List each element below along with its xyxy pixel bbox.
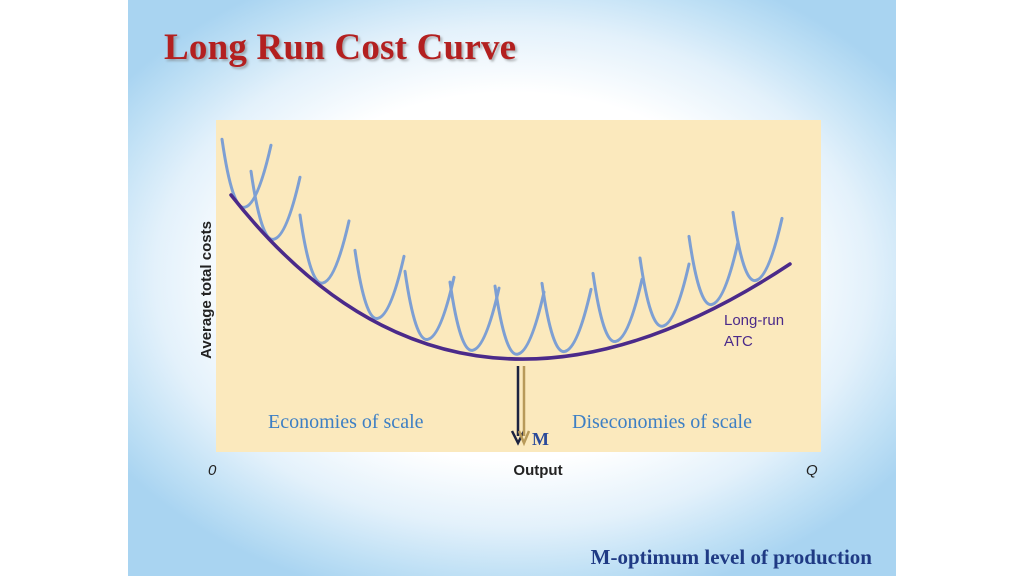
short-run-atc-curve	[731, 210, 784, 282]
long-run-atc-curve	[229, 193, 792, 361]
short-run-atc-curve	[249, 169, 302, 241]
optimum-arrowhead-light	[517, 430, 531, 447]
short-run-atc-curve	[298, 213, 351, 285]
economies-of-scale-label: Economies of scale	[268, 411, 424, 433]
optimum-marker-label: M	[532, 429, 549, 449]
short-run-atc-curve	[403, 269, 456, 341]
slide-caption: M-optimum level of production	[590, 545, 872, 569]
long-run-atc-label-line1: Long-run	[724, 312, 784, 329]
slide-title: Long Run Cost Curve	[164, 27, 517, 68]
y-axis-label: Average total costs	[198, 221, 215, 359]
diseconomies-of-scale-label: Diseconomies of scale	[572, 411, 752, 433]
short-run-atc-curve	[353, 248, 406, 320]
short-run-atc-curve	[638, 256, 691, 328]
short-run-atc-curve	[591, 271, 644, 343]
optimum-arrows	[510, 366, 531, 447]
short-run-atc-curve	[493, 284, 546, 356]
short-run-atc-curve	[540, 281, 593, 353]
long-run-atc-label-line2: ATC	[724, 333, 753, 350]
cost-curve-diagram: Average total costs 0 Output Q Long-run …	[198, 120, 821, 479]
short-run-atc-curve	[220, 137, 273, 209]
slide: Long Run Cost Curve Average total costs …	[128, 0, 896, 576]
short-run-atc-curves	[220, 137, 784, 356]
x-axis-label: Output	[513, 462, 562, 479]
short-run-atc-curve	[687, 234, 740, 306]
x-axis-end-label: Q	[806, 462, 818, 479]
origin-label: 0	[208, 462, 217, 479]
short-run-atc-curve	[448, 280, 501, 352]
